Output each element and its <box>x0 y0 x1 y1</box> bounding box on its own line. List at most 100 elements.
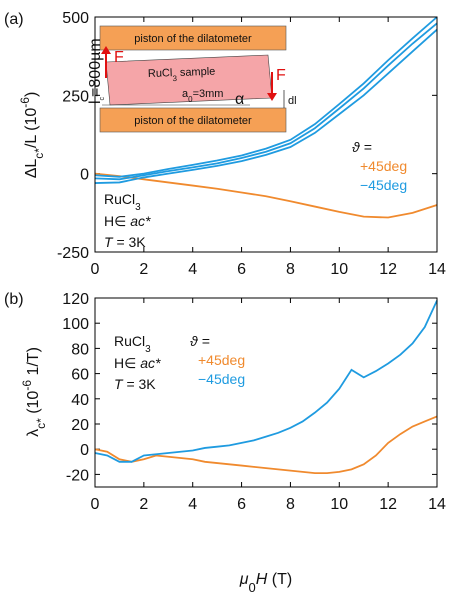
label-part: = 3K <box>113 234 147 250</box>
inset: piston of the dilatometer piston of the … <box>87 25 297 133</box>
field-label: H∈ ac* <box>114 355 161 371</box>
label-part: H∈ <box>114 355 140 371</box>
label-part: 0 <box>249 580 256 595</box>
inset-text: a0=3mm <box>182 88 223 104</box>
y-tick-label: 120 <box>62 291 89 308</box>
panel-label: (b) <box>4 291 24 308</box>
y-tick-label: 20 <box>71 417 89 434</box>
arrow-head <box>101 46 111 54</box>
label-part: =3mm <box>193 88 224 100</box>
x-tick-label: 0 <box>91 261 100 278</box>
legend-entry: −45deg <box>360 177 407 193</box>
label-part: ac* <box>140 355 161 371</box>
x-tick-label: 2 <box>139 261 148 278</box>
x-tick-label: 8 <box>286 496 295 513</box>
legend-title: ϑ = <box>352 139 372 155</box>
x-tick-label: 2 <box>139 496 148 513</box>
arrow-head <box>267 93 277 101</box>
x-tick-label: 14 <box>428 496 446 513</box>
label-part: /L (10 <box>23 108 40 148</box>
sample-label: RuCl3 <box>104 191 141 213</box>
series-line <box>94 28 438 184</box>
label-part: 0 <box>188 95 193 104</box>
y-tick-label: 500 <box>62 10 89 27</box>
label-part: λ <box>25 429 42 437</box>
label-part: T <box>104 234 114 250</box>
inset-text: α <box>235 91 244 108</box>
piston <box>99 107 287 133</box>
inset-text: lc=800µm <box>87 38 106 104</box>
force-label: F <box>114 49 124 66</box>
label-part: (T) <box>267 571 292 588</box>
label-part: = 3K <box>123 376 157 392</box>
label-part: RuCl <box>104 191 135 207</box>
inset-text: piston of the dilatometer <box>134 115 252 127</box>
legend-entry: +45deg <box>198 352 245 368</box>
sample-label: RuCl3 <box>114 333 151 355</box>
label-part: (10 <box>25 391 42 419</box>
y-axis-label: λc* (10-6 1/T) <box>20 347 48 437</box>
piston <box>99 25 287 51</box>
x-tick-label: 8 <box>286 261 295 278</box>
x-tick-label: 12 <box>379 261 397 278</box>
label-part: H <box>256 571 268 588</box>
label-part: T <box>114 376 124 392</box>
x-tick-label: 12 <box>379 496 397 513</box>
y-tick-label: 0 <box>80 442 89 459</box>
series-line <box>94 415 438 475</box>
label-part: c* <box>32 148 46 159</box>
series-line <box>94 300 438 463</box>
label-part: ΔL <box>23 159 40 179</box>
inset-text: RuCl3 sample <box>148 66 216 84</box>
label-part: -6 <box>18 97 32 108</box>
y-tick-label: 40 <box>71 392 89 409</box>
label-part: sample <box>177 66 216 79</box>
label-part: μ <box>239 571 249 588</box>
y-tick-label: 0 <box>80 167 89 184</box>
legend-entry: −45deg <box>198 371 245 387</box>
label-part: 3 <box>135 202 141 213</box>
y-tick-label: -20 <box>66 467 89 484</box>
label-part: RuCl <box>114 333 145 349</box>
label-part: 1/T) <box>25 347 42 380</box>
y-axis-label: ΔLc*/L (10-6) <box>18 92 46 179</box>
field-label: H∈ ac* <box>104 213 151 229</box>
legend-title: ϑ = <box>190 333 210 349</box>
label-part: a <box>182 88 189 100</box>
plot-frame <box>94 297 438 488</box>
x-tick-label: 6 <box>237 261 246 278</box>
series-line <box>94 16 438 178</box>
x-tick-label: 4 <box>188 496 197 513</box>
force-label: F <box>276 67 286 84</box>
series-line <box>94 22 438 181</box>
x-tick-label: 6 <box>237 496 246 513</box>
label-part: 3 <box>172 73 177 82</box>
inset-text: dl <box>288 95 297 107</box>
x-axis-label: μ0H (T) <box>239 571 292 595</box>
x-tick-label: 0 <box>91 496 100 513</box>
label-part: H∈ <box>104 213 130 229</box>
legend-entry: +45deg <box>360 158 407 174</box>
label-part: ac* <box>130 213 151 229</box>
x-tick-label: 10 <box>330 496 348 513</box>
x-tick-label: 10 <box>330 261 348 278</box>
series-line <box>94 172 438 219</box>
label-part: ) <box>23 92 40 97</box>
label-part: c* <box>34 418 48 429</box>
inset-text: piston of the dilatometer <box>134 33 252 45</box>
temperature-label: T = 3K <box>114 376 156 392</box>
label-part: RuCl <box>148 67 173 80</box>
x-tick-label: 4 <box>188 261 197 278</box>
label-part: -6 <box>20 380 34 391</box>
label-part: 3 <box>145 344 151 355</box>
label-part: c <box>99 96 106 100</box>
temperature-label: T = 3K <box>104 234 146 250</box>
y-tick-label: -250 <box>57 245 89 262</box>
y-tick-label: 100 <box>62 316 89 333</box>
x-tick-label: 14 <box>428 261 446 278</box>
y-tick-label: 60 <box>71 367 89 384</box>
panel-label: (a) <box>4 11 24 28</box>
plot-frame <box>94 16 438 253</box>
y-tick-label: 250 <box>62 88 89 105</box>
